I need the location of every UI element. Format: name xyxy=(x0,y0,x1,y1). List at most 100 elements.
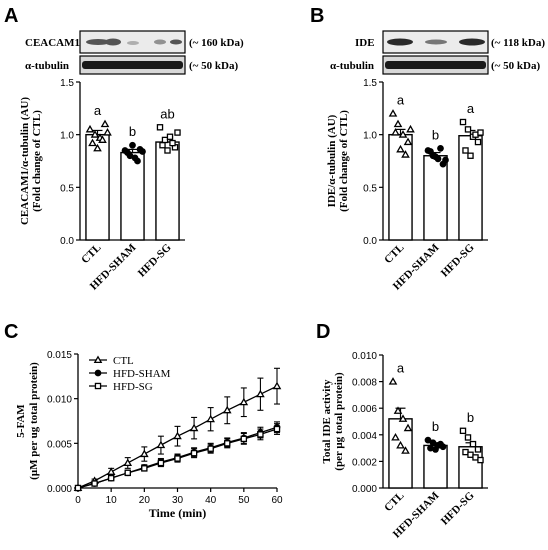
bar-chart-d: 0.000 0.002 0.004 0.006 0.008 0.010 Total IDE … xyxy=(321,351,488,540)
x-tick-label: CTL xyxy=(382,490,406,514)
data-point xyxy=(393,406,403,414)
y-tick-label: 1.5 xyxy=(363,78,377,89)
data-point xyxy=(464,434,472,441)
x-tick-label: HFD-SG xyxy=(439,489,477,527)
data-point xyxy=(406,124,415,133)
data-point xyxy=(464,126,472,133)
data-point xyxy=(207,445,214,452)
data-point xyxy=(393,119,403,128)
significance-letter: b xyxy=(129,124,136,139)
data-point xyxy=(398,130,408,138)
data-point xyxy=(174,129,181,136)
data-point xyxy=(107,474,115,482)
data-point xyxy=(141,465,148,472)
data-point xyxy=(403,137,413,146)
panel-letter-c: C xyxy=(4,321,18,343)
y-axis-label: 5-FAM xyxy=(15,404,27,438)
legend-label: CTL xyxy=(113,355,134,367)
x-axis-label: Time (min) xyxy=(149,506,206,520)
blot-a-target-size: (~ 160 kDa) xyxy=(189,37,244,49)
legend-label: HFD-SHAM xyxy=(113,368,171,380)
data-point xyxy=(90,130,100,138)
y-axis-label: (Fold change of CTL) xyxy=(31,110,43,212)
data-point xyxy=(174,455,181,462)
bar-chart-b: 0.0 0.5 1.0 1.5 IDE/α-tubulin (AU) (Fold chan… xyxy=(326,78,488,292)
data-point xyxy=(469,440,477,448)
y-tick-label: 0.010 xyxy=(47,395,72,406)
y-tick-label: 1.0 xyxy=(363,131,377,142)
data-point xyxy=(222,405,232,414)
data-point xyxy=(391,432,400,441)
x-tick-label: HFD-SG xyxy=(439,241,477,279)
y-axis-label: CEACAM1/α-tubulin (AU) xyxy=(19,97,31,225)
data-point xyxy=(189,423,199,432)
data-point xyxy=(459,427,467,435)
data-point xyxy=(257,431,264,438)
y-tick-label: 0.5 xyxy=(363,183,377,194)
data-point xyxy=(93,143,102,152)
x-tick-label: 30 xyxy=(172,495,184,506)
data-point xyxy=(401,150,410,158)
data-point xyxy=(427,148,434,155)
data-point xyxy=(224,440,231,447)
y-axis-label: (Fold change of CTL) xyxy=(338,110,350,212)
line-chart-c: 0.000 0.005 0.010 0.015 0 10 20 30 40 50 60 Time (m… xyxy=(15,350,283,520)
data-point xyxy=(134,157,141,165)
legend-marker xyxy=(94,369,102,377)
data-point xyxy=(442,156,449,164)
western-blot-b: IDE (~ 118 kDa) α-tubulin (~ 50 kDa) xyxy=(330,30,545,75)
data-point xyxy=(459,118,467,126)
data-point xyxy=(240,435,248,443)
data-point xyxy=(273,425,281,433)
y-tick-label: 0.002 xyxy=(352,457,377,468)
data-point xyxy=(474,138,482,146)
data-point xyxy=(98,135,107,143)
data-point xyxy=(166,133,174,140)
data-point xyxy=(424,436,432,444)
data-point xyxy=(169,139,176,147)
x-tick-label: 10 xyxy=(106,495,118,506)
data-point xyxy=(256,389,265,398)
bar xyxy=(155,141,180,241)
y-tick-label: 0.5 xyxy=(60,183,74,194)
y-tick-label: 0.015 xyxy=(47,350,72,361)
data-point xyxy=(157,459,165,467)
data-point xyxy=(272,381,282,390)
data-point xyxy=(477,456,484,464)
significance-letter: a xyxy=(397,93,405,108)
data-point xyxy=(159,141,166,149)
data-point xyxy=(123,458,133,467)
data-point xyxy=(164,147,171,154)
y-axis-label: IDE/α-tubulin (AU) xyxy=(326,114,338,207)
y-axis-label: (μM per ug total protein) xyxy=(28,362,40,480)
data-point xyxy=(396,144,405,153)
data-point xyxy=(437,440,444,448)
data-point xyxy=(391,128,400,136)
legend-marker xyxy=(94,382,102,390)
data-point xyxy=(467,152,474,159)
panel-letter-d: D xyxy=(316,321,330,343)
x-tick-label: HFD-SG xyxy=(136,241,174,279)
x-tick-label: 60 xyxy=(271,495,283,506)
data-point xyxy=(85,124,95,133)
data-point xyxy=(124,149,131,156)
x-tick-label: 0 xyxy=(75,495,81,506)
legend-label: HFD-SG xyxy=(113,381,153,393)
y-tick-label: 1.5 xyxy=(60,78,74,89)
data-point xyxy=(429,439,437,447)
data-point xyxy=(139,148,146,155)
western-blot-a: CEACAM1 (~ 160 kDa) α-tubulin (~ 50 kDa) xyxy=(25,30,244,75)
bar-chart-a: 0.0 0.5 1.0 1.5 CEACAM1/α-tubulin (AU) (Fold … xyxy=(19,78,185,292)
data-point xyxy=(91,480,98,487)
blot-b-loading-label: α-tubulin xyxy=(330,60,374,72)
significance-letter: a xyxy=(467,101,475,116)
data-point xyxy=(100,119,110,128)
data-point xyxy=(239,397,249,406)
y-tick-label: 0.004 xyxy=(352,431,377,442)
x-tick-label: 40 xyxy=(205,495,217,506)
x-tick-label: CTL xyxy=(382,242,406,266)
data-point xyxy=(103,128,112,136)
data-point xyxy=(398,414,408,422)
data-point xyxy=(129,141,136,149)
